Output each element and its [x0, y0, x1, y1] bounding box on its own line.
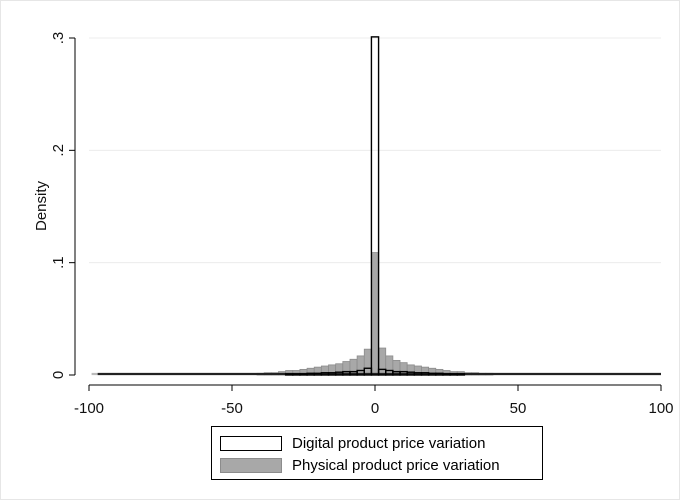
- physical-bars: [256, 252, 494, 376]
- legend-swatch-physical: [220, 457, 282, 473]
- legend-item-physical: Physical product price variation: [220, 456, 500, 474]
- histogram-bar: [385, 355, 394, 376]
- y-tick-label: 0: [50, 371, 67, 379]
- x-tick-label: 100: [648, 400, 673, 417]
- histogram-bar: [392, 359, 401, 376]
- x-tick-label: 50: [510, 400, 527, 417]
- digital-bars: [284, 36, 466, 376]
- histogram-bar: [284, 373, 294, 376]
- axes: [74, 38, 661, 386]
- histogram-bar: [292, 373, 301, 376]
- x-tick-label: -50: [221, 400, 243, 417]
- y-axis-label: Density: [33, 180, 50, 231]
- histogram-bar: [442, 373, 451, 376]
- histogram-bar: [371, 252, 379, 376]
- histogram-bar: [363, 348, 372, 376]
- histogram-bar: [449, 373, 458, 376]
- y-tick-label: .3: [50, 32, 67, 45]
- histogram-bar: [356, 355, 365, 376]
- y-ticks: 0 .1 .2 .3: [50, 32, 75, 379]
- legend-label-digital: Digital product price variation: [292, 434, 486, 452]
- x-ticks: -100 -50 0 50 100: [74, 385, 674, 417]
- histogram-bar: [349, 358, 358, 376]
- histogram-bar: [299, 373, 308, 376]
- x-tick-label: -100: [74, 400, 104, 417]
- gridlines: [89, 37, 661, 264]
- histogram-bar: [456, 373, 466, 376]
- y-tick-label: .2: [50, 144, 67, 157]
- legend-item-digital: Digital product price variation: [220, 434, 485, 452]
- legend: Digital product price variation Physical…: [211, 426, 543, 480]
- histogram-bar: [370, 36, 380, 376]
- y-tick-label: .1: [50, 256, 67, 269]
- histogram-bar: [378, 347, 387, 376]
- x-tick-label: 0: [371, 400, 379, 417]
- legend-label-physical: Physical product price variation: [292, 456, 500, 474]
- legend-swatch-digital: [220, 435, 282, 451]
